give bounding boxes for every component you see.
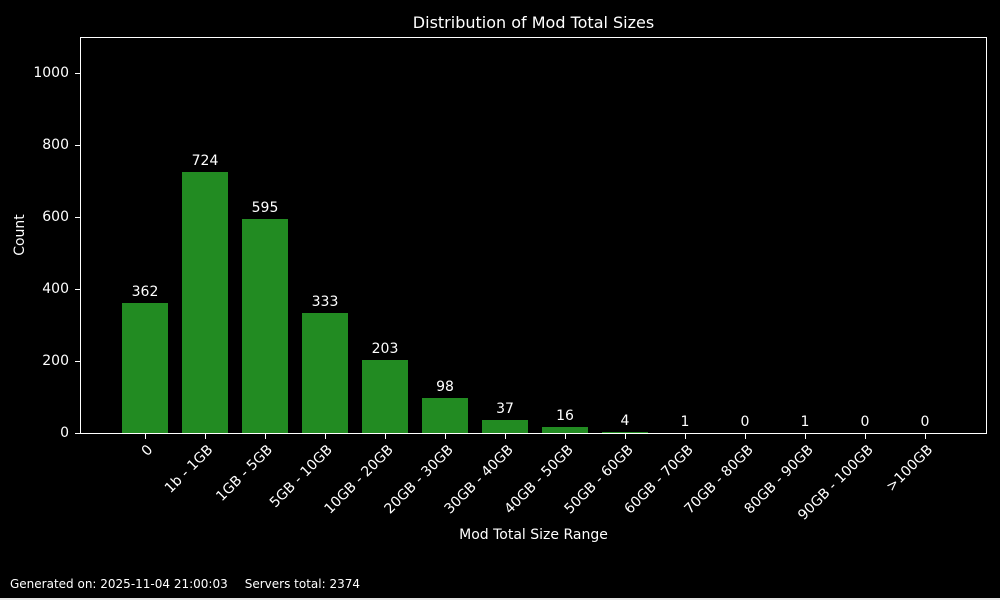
- y-tick-mark: [75, 73, 80, 74]
- bar-slot: 98 20GB - 30GB: [381, 38, 475, 517]
- x-tick-label: 1GB - 5GB: [213, 442, 277, 505]
- x-tick-mark: [925, 434, 926, 439]
- chart-title: Distribution of Mod Total Sizes: [412, 13, 655, 32]
- bar-slot: 362 0: [115, 38, 175, 460]
- y-tick-mark: [75, 433, 80, 434]
- x-tick-mark: [205, 434, 206, 439]
- bar-value-label: 98: [436, 378, 454, 395]
- y-tick-mark: [75, 289, 80, 290]
- bar: [482, 420, 528, 433]
- bar-slot: 16 40GB - 50GB: [501, 38, 595, 517]
- generated-timestamp: Generated on: 2025-11-04 21:00:03: [10, 577, 228, 591]
- bar-value-label: 1: [800, 413, 810, 430]
- bar-slot: 0 70GB - 80GB: [681, 38, 775, 518]
- bar-value-label: 4: [620, 412, 630, 429]
- x-tick-label: 0: [138, 442, 157, 460]
- footer: Generated on: 2025-11-04 21:00:03 Servers…: [10, 577, 360, 591]
- bar-value-label: 595: [251, 199, 279, 216]
- bar: [362, 360, 408, 433]
- x-tick-mark: [325, 434, 326, 439]
- bar-value-label: 333: [311, 293, 339, 310]
- bar: [242, 219, 288, 433]
- bar: [602, 432, 648, 433]
- x-tick-mark: [445, 434, 446, 439]
- bar: [122, 303, 168, 433]
- bar: [302, 313, 348, 433]
- bar-slot: 724 1b - 1GB: [162, 38, 235, 497]
- bar-value-label: 16: [556, 407, 574, 424]
- y-tick-mark: [75, 145, 80, 146]
- x-tick-mark: [385, 434, 386, 439]
- bar-slot: 595 1GB - 5GB: [214, 38, 295, 505]
- x-tick-mark: [685, 434, 686, 439]
- bottom-border-line: [0, 598, 1000, 600]
- bar-slot: 333 5GB - 10GB: [267, 38, 355, 511]
- bar: [182, 172, 228, 433]
- x-tick-mark: [145, 434, 146, 439]
- bar-value-label: 724: [191, 152, 219, 169]
- bar: [542, 427, 588, 433]
- x-tick-mark: [625, 434, 626, 439]
- bar-value-label: 362: [131, 283, 159, 300]
- x-tick-mark: [805, 434, 806, 439]
- bar-slot: 203 10GB - 20GB: [321, 38, 415, 517]
- bar-value-label: 0: [740, 413, 750, 430]
- bar-slot: 0 >100GB: [883, 38, 955, 495]
- x-tick-label: 1b - 1GB: [161, 442, 217, 497]
- plot-area: 362 0 724 1b - 1GB 595 1GB - 5GB 333 5GB - 10GB…: [80, 37, 987, 524]
- bar: [422, 398, 468, 433]
- y-tick-label: 0: [60, 425, 69, 441]
- x-tick-mark: [265, 434, 266, 439]
- y-tick-label: 1000: [33, 65, 69, 81]
- bar-slot: 37 30GB - 40GB: [441, 38, 535, 517]
- x-tick-mark: [565, 434, 566, 439]
- bar-value-label: 0: [860, 413, 870, 430]
- bar-value-label: 37: [496, 400, 514, 417]
- x-tick-mark: [865, 434, 866, 439]
- bar-slot: 1 80GB - 90GB: [741, 38, 835, 518]
- y-tick-label: 600: [42, 209, 69, 225]
- y-tick-label: 800: [42, 137, 69, 153]
- y-tick-label: 400: [42, 281, 69, 297]
- x-axis-label: Mod Total Size Range: [459, 527, 608, 543]
- x-tick-mark: [745, 434, 746, 439]
- bar-value-label: 203: [371, 340, 399, 357]
- x-tick-mark: [505, 434, 506, 439]
- bars-container: 362 0 724 1b - 1GB 595 1GB - 5GB 333 5GB - 10GB…: [115, 38, 955, 524]
- bar-value-label: 0: [920, 413, 930, 430]
- bar-slot: 4 50GB - 60GB: [561, 38, 655, 517]
- x-tick-label: >100GB: [883, 442, 937, 495]
- bar-slot: 0 90GB - 100GB: [795, 38, 895, 524]
- bar-value-label: 1: [680, 413, 690, 430]
- y-tick-mark: [75, 217, 80, 218]
- y-tick-mark: [75, 361, 80, 362]
- servers-total: Servers total: 2374: [244, 577, 360, 591]
- y-tick-label: 200: [42, 353, 69, 369]
- bar-slot: 1 60GB - 70GB: [621, 38, 715, 518]
